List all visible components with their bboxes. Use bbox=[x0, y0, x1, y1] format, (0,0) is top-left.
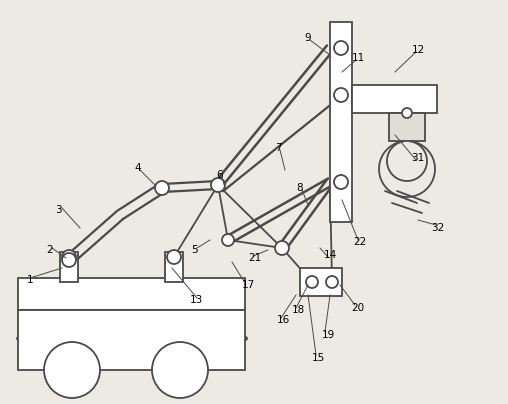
Circle shape bbox=[152, 342, 208, 398]
Bar bbox=[18, 310, 245, 370]
Bar bbox=[389, 113, 425, 141]
Text: 15: 15 bbox=[311, 353, 325, 363]
Circle shape bbox=[62, 250, 76, 264]
Text: 16: 16 bbox=[276, 315, 290, 325]
Text: 8: 8 bbox=[297, 183, 303, 193]
Circle shape bbox=[44, 342, 100, 398]
Bar bbox=[330, 22, 352, 222]
Bar bbox=[352, 85, 437, 113]
Text: 20: 20 bbox=[352, 303, 365, 313]
Bar bbox=[60, 252, 78, 282]
Circle shape bbox=[62, 253, 76, 267]
Text: 12: 12 bbox=[411, 45, 425, 55]
Text: 32: 32 bbox=[431, 223, 444, 233]
Text: 21: 21 bbox=[248, 253, 262, 263]
Text: 4: 4 bbox=[135, 163, 141, 173]
Text: 22: 22 bbox=[354, 237, 367, 247]
Text: 5: 5 bbox=[192, 245, 198, 255]
Text: 9: 9 bbox=[305, 33, 311, 43]
Text: 7: 7 bbox=[275, 143, 281, 153]
Circle shape bbox=[275, 241, 289, 255]
Text: 3: 3 bbox=[55, 205, 61, 215]
Text: 1: 1 bbox=[27, 275, 34, 285]
Bar bbox=[300, 268, 342, 296]
Circle shape bbox=[334, 175, 348, 189]
Text: 14: 14 bbox=[324, 250, 337, 260]
Circle shape bbox=[306, 276, 318, 288]
Circle shape bbox=[334, 41, 348, 55]
Bar bbox=[18, 278, 245, 310]
Circle shape bbox=[155, 181, 169, 195]
Text: 31: 31 bbox=[411, 153, 425, 163]
Bar bbox=[165, 252, 183, 282]
Text: 19: 19 bbox=[322, 330, 335, 340]
Text: 17: 17 bbox=[241, 280, 255, 290]
Circle shape bbox=[326, 276, 338, 288]
Circle shape bbox=[334, 88, 348, 102]
Circle shape bbox=[222, 234, 234, 246]
Text: 2: 2 bbox=[47, 245, 53, 255]
Text: 13: 13 bbox=[189, 295, 203, 305]
Text: 11: 11 bbox=[352, 53, 365, 63]
Text: 18: 18 bbox=[292, 305, 305, 315]
Circle shape bbox=[211, 178, 225, 192]
Circle shape bbox=[402, 108, 412, 118]
Circle shape bbox=[167, 250, 181, 264]
Text: 6: 6 bbox=[217, 170, 224, 180]
